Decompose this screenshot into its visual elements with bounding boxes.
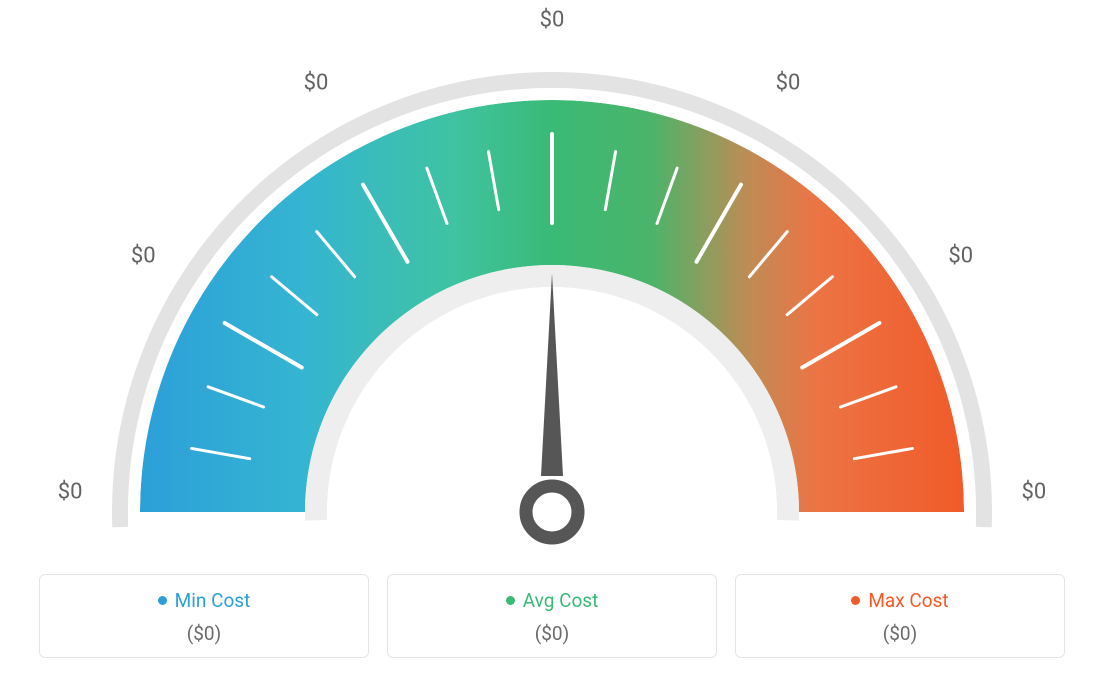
legend-avg-label: Avg Cost — [523, 589, 599, 612]
gauge-tick-label: $0 — [304, 71, 329, 96]
gauge-tick-label: $0 — [948, 244, 973, 269]
legend-max-label: Max Cost — [868, 589, 948, 612]
gauge-tick-label: $0 — [540, 8, 565, 33]
legend-card-min: Min Cost ($0) — [39, 574, 369, 658]
legend-card-avg: Avg Cost ($0) — [387, 574, 717, 658]
legend-row: Min Cost ($0) Avg Cost ($0) Max Cost ($0… — [0, 574, 1104, 658]
dot-icon — [158, 596, 167, 605]
gauge-tick-label: $0 — [1022, 480, 1047, 505]
dot-icon — [851, 596, 860, 605]
legend-avg-value: ($0) — [398, 622, 706, 645]
legend-max-value: ($0) — [746, 622, 1054, 645]
legend-min-label: Min Cost — [175, 589, 251, 612]
legend-min-value: ($0) — [50, 622, 358, 645]
gauge-tick-label: $0 — [776, 71, 801, 96]
gauge-svg — [62, 12, 1042, 572]
dot-icon — [506, 596, 515, 605]
gauge-tick-label: $0 — [58, 480, 83, 505]
gauge-chart: $0 $0 $0 $0 $0 $0 $0 — [0, 0, 1104, 560]
gauge-tick-label: $0 — [131, 244, 156, 269]
legend-card-max: Max Cost ($0) — [735, 574, 1065, 658]
